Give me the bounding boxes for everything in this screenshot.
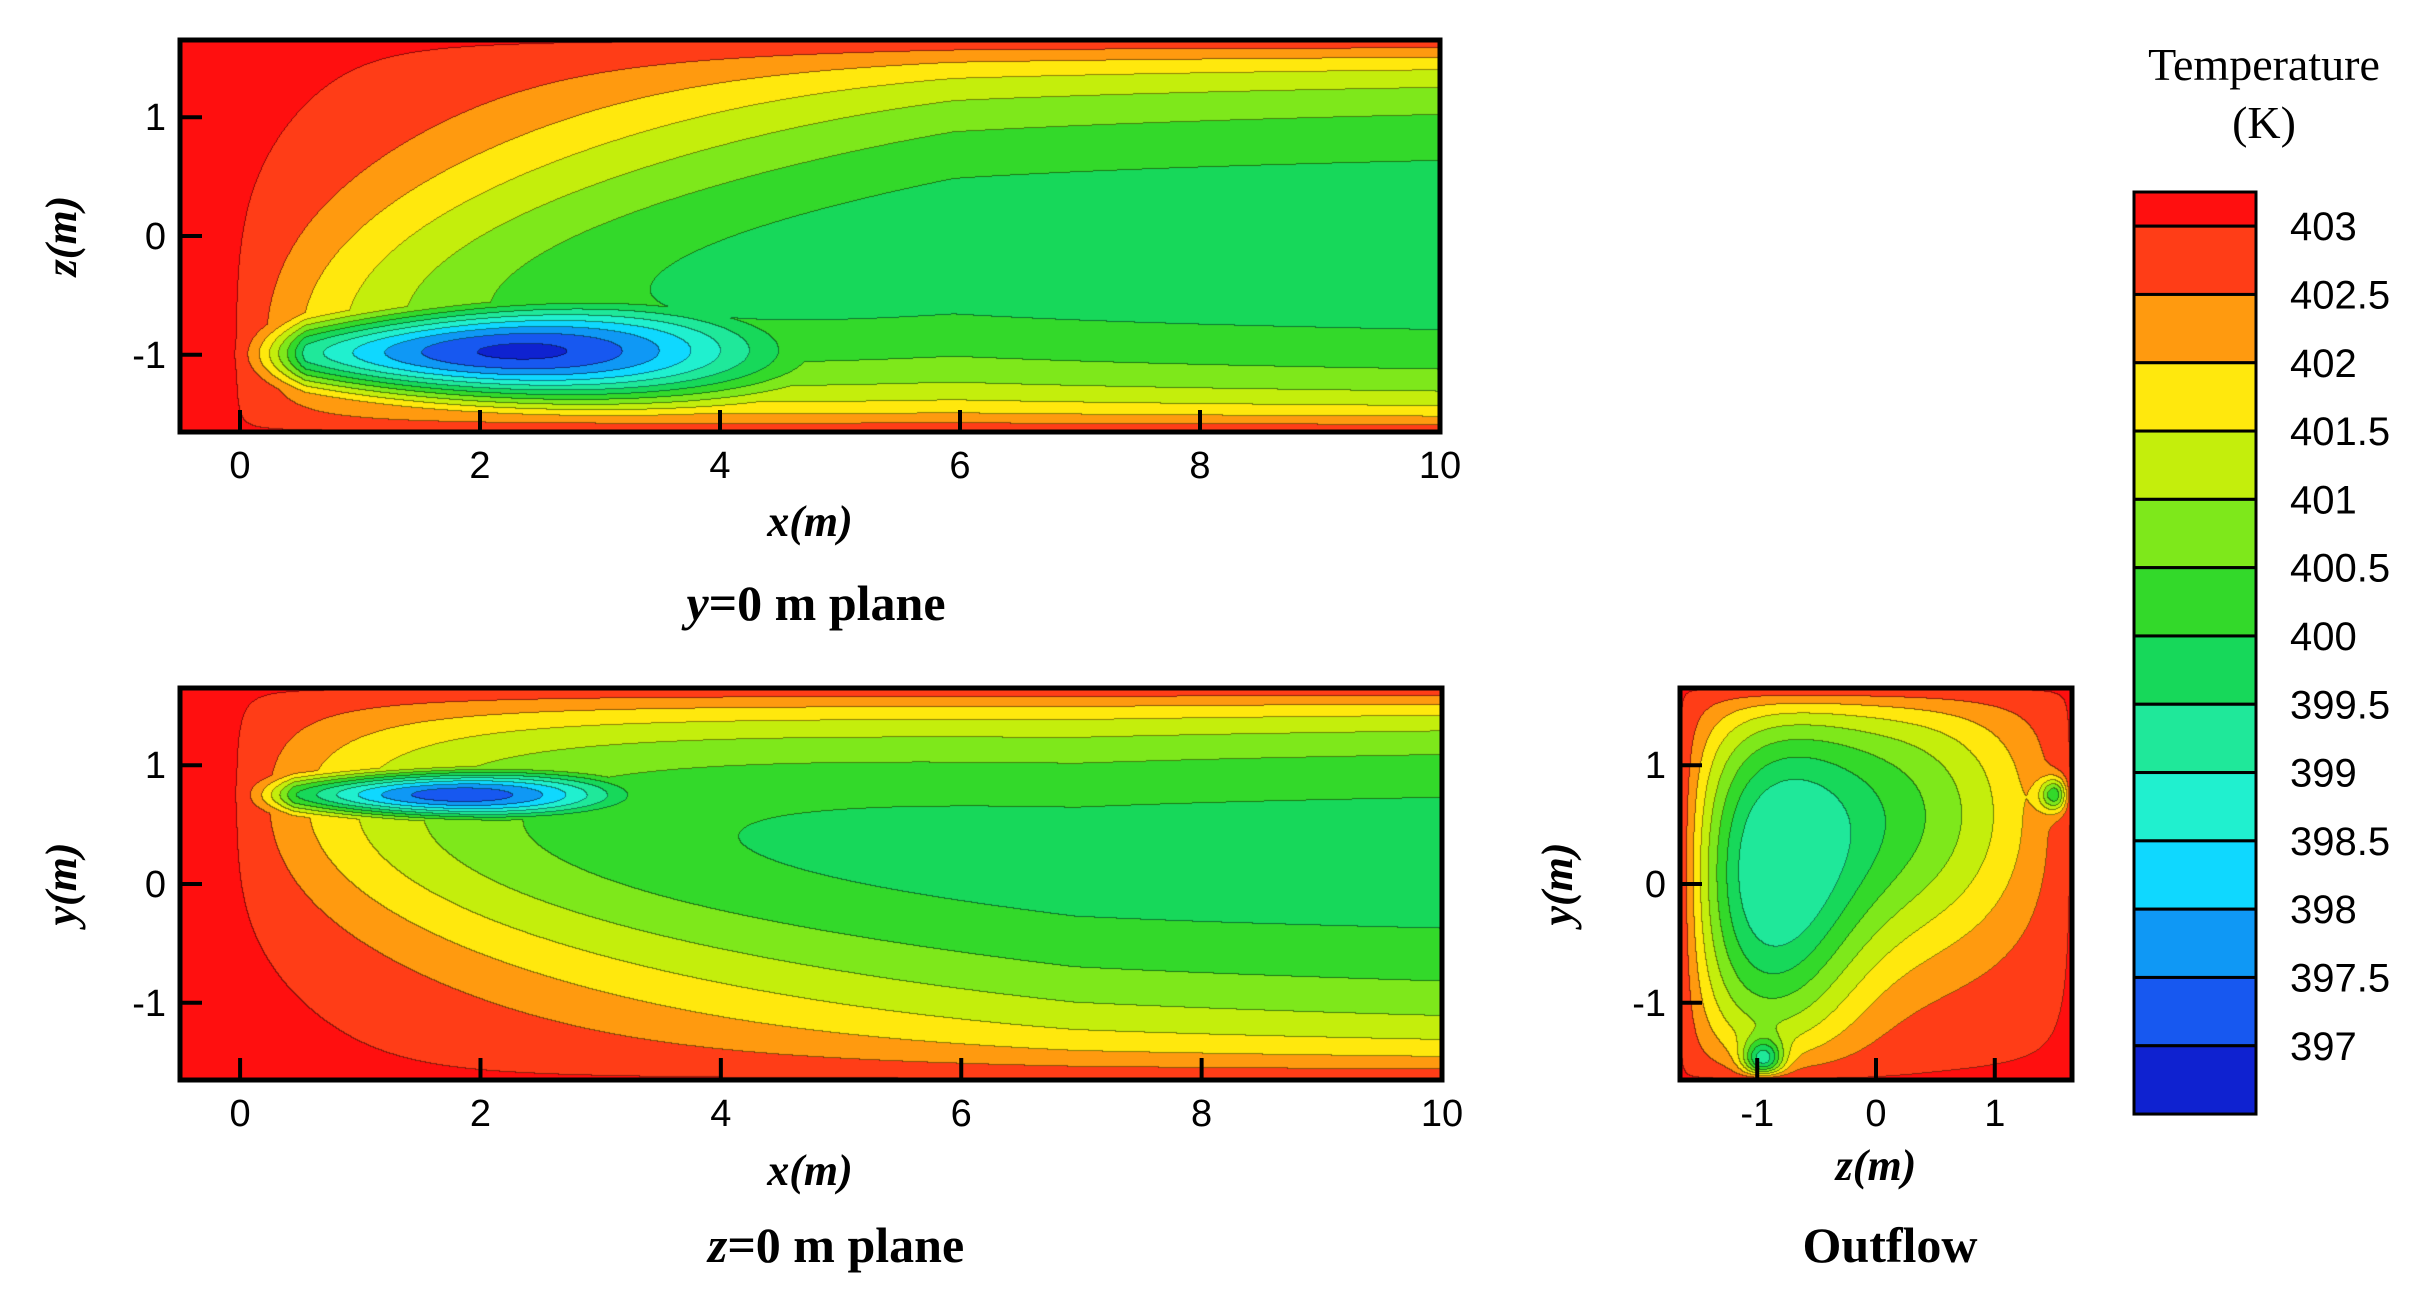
legend-label: 400	[2290, 615, 2357, 659]
caption-z0-italic: z	[706, 1217, 728, 1273]
legend-label: 402	[2290, 342, 2357, 386]
legend-swatch	[2132, 566, 2258, 638]
caption-z0-plane: z=0 m plane	[706, 1217, 964, 1273]
legend-swatch-top	[2132, 190, 2258, 228]
legend-swatch	[2132, 292, 2258, 365]
xtick-label: -1	[1740, 1093, 1774, 1135]
ytick-label: 0	[145, 864, 166, 906]
xtick-label: 6	[951, 1093, 972, 1135]
legend-swatch	[2132, 975, 2258, 1048]
ytick-label: 1	[145, 745, 166, 787]
xtick-label: 4	[709, 445, 730, 487]
legend-swatch	[2132, 361, 2258, 433]
panel-y0-plane: 0 2 4 6 8 10 -1 0 1 x(m) z(m) y=0 m plane	[37, 37, 1461, 631]
panel-z0-plane: 0 2 4 6 8 10 -1 0 1 x(m) y(m) z=0 m plane	[37, 685, 1463, 1273]
caption-y0-plane: y=0 m plane	[681, 575, 945, 631]
legend-swatch	[2132, 497, 2258, 570]
xlabel-outflow: z(m)	[1834, 1141, 1917, 1190]
ytick-label: -1	[132, 983, 166, 1025]
caption-y0-rest: =0 m plane	[709, 575, 946, 631]
legend-swatch	[2132, 224, 2258, 296]
legend-swatch	[2132, 702, 2258, 775]
xtick-label: 10	[1421, 1093, 1463, 1135]
ylabel-z0: y(m)	[37, 842, 86, 930]
legend-swatch	[2132, 429, 2258, 501]
legend-swatch	[2132, 1044, 2258, 1116]
legend-swatch	[2132, 771, 2258, 843]
legend-label: 398	[2290, 888, 2357, 932]
legend-label: 399	[2290, 752, 2357, 796]
legend-swatch	[2132, 634, 2258, 706]
legend-swatches: 403 402.5 402 401.5 401 400.5 400 399.5 399 398.5…	[2132, 190, 2390, 1116]
ytick-label: -1	[132, 335, 166, 377]
caption-y0-italic: y	[681, 575, 709, 631]
ticks-y0: 0 2 4 6 8 10 -1 0 1	[132, 97, 1461, 487]
xtick-label: 6	[949, 445, 970, 487]
legend-label: 401	[2290, 478, 2357, 522]
contour-outflow	[1680, 688, 2072, 1080]
xtick-label: 0	[229, 445, 250, 487]
legend-title-line2: (K)	[2232, 97, 2296, 148]
legend-swatch	[2132, 907, 2258, 979]
legend-label: 397	[2290, 1025, 2357, 1069]
xtick-label: 4	[710, 1093, 731, 1135]
panel-outflow: -1 0 1 -1 0 1 z(m) y(m) Outflow	[1533, 685, 2075, 1273]
xlabel-z0: x(m)	[766, 1146, 853, 1195]
ytick-label: 1	[1645, 745, 1666, 787]
ylabel-outflow: y(m)	[1533, 842, 1582, 930]
xtick-label: 0	[1865, 1093, 1886, 1135]
legend-title-line1: Temperature	[2148, 39, 2380, 90]
xtick-label: 2	[469, 445, 490, 487]
ytick-label: 0	[145, 216, 166, 258]
legend-swatch	[2132, 839, 2258, 911]
xtick-label: 2	[470, 1093, 491, 1135]
ticks-outflow: -1 0 1 -1 0 1	[1632, 745, 2005, 1135]
xtick-label: 1	[1984, 1093, 2005, 1135]
legend-label: 402.5	[2290, 273, 2390, 317]
legend-label: 400.5	[2290, 547, 2390, 591]
legend: Temperature (K) 403 402.5 402 401.5 401 400.5…	[2132, 39, 2390, 1116]
contour-y0-plane	[180, 40, 1440, 432]
xtick-label: 8	[1189, 445, 1210, 487]
legend-label: 401.5	[2290, 410, 2390, 454]
legend-label: 399.5	[2290, 683, 2390, 727]
legend-label: 403	[2290, 205, 2357, 249]
ytick-label: -1	[1632, 983, 1666, 1025]
ylabel-y0: z(m)	[37, 196, 86, 279]
xlabel-y0: x(m)	[766, 497, 853, 546]
legend-label: 398.5	[2290, 820, 2390, 864]
ticks-z0: 0 2 4 6 8 10 -1 0 1	[132, 745, 1463, 1135]
xtick-label: 8	[1191, 1093, 1212, 1135]
xtick-label: 0	[230, 1093, 251, 1135]
caption-outflow: Outflow	[1803, 1217, 1978, 1273]
legend-label: 397.5	[2290, 956, 2390, 1000]
contour-z0-plane	[180, 688, 1442, 1080]
ytick-label: 0	[1645, 864, 1666, 906]
xtick-label: 10	[1419, 445, 1461, 487]
caption-z0-rest: =0 m plane	[727, 1217, 964, 1273]
ytick-label: 1	[145, 97, 166, 139]
